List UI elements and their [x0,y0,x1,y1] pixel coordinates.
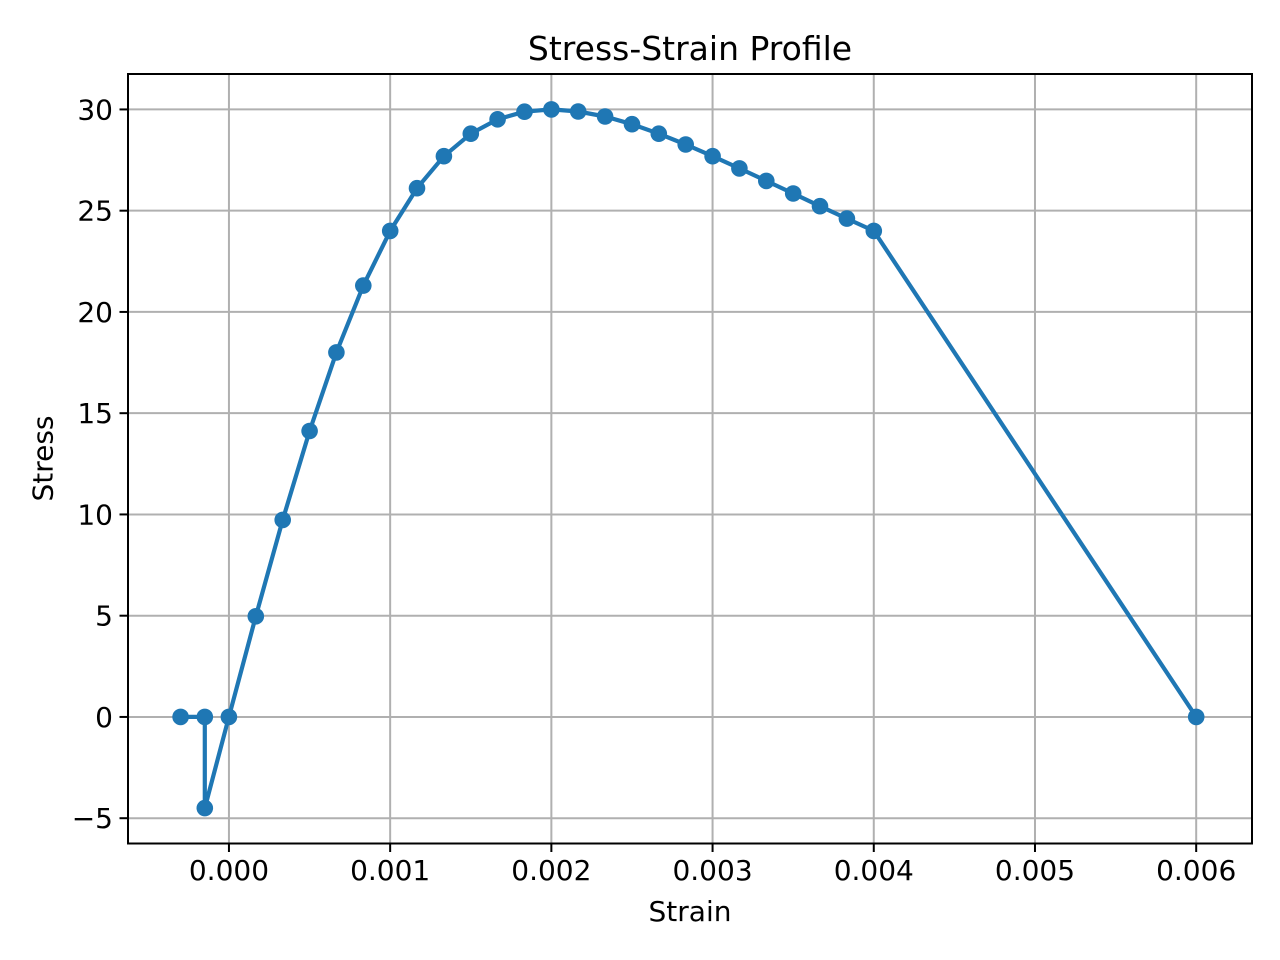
y-tick-label: 30 [77,93,113,126]
y-tick-label: 10 [77,498,113,531]
y-tick-label: 15 [77,397,113,430]
data-point-marker [516,103,533,120]
data-point-marker [172,708,189,726]
chart-title: Stress-Strain Profile [527,29,853,68]
data-point-marker [408,179,426,197]
y-tick-label: −5 [72,802,113,835]
data-point-marker [784,185,802,202]
data-point-marker [731,160,748,177]
data-line [178,107,1199,811]
data-point-marker [247,608,265,625]
y-tick-label: 20 [77,296,113,329]
x-tick-label: 0.000 [189,854,269,887]
data-point-marker [543,101,560,118]
data-point-marker [196,708,214,726]
y-tick-label: 0 [95,701,113,734]
data-point-marker [596,108,614,125]
data-point-marker [677,136,694,153]
data-point-marker [301,422,318,440]
data-point-marker [435,147,453,165]
y-tick-label: 5 [95,600,113,633]
data-point-marker [220,708,238,726]
data-point-marker [838,210,856,227]
x-tick-label: 0.001 [350,854,430,887]
data-point-marker [196,799,214,817]
x-axis-label: Strain [648,895,732,928]
data-point-marker [623,115,641,133]
x-tick-label: 0.006 [1156,854,1236,887]
data-point-marker [758,172,775,190]
x-tick-label: 0.005 [995,854,1075,887]
y-tick-label: 25 [77,195,113,228]
data-point-marker [569,103,587,120]
data-point-marker [328,344,345,361]
axes-spines [127,73,1253,845]
data-point-marker [381,222,399,240]
data-point-marker [274,511,292,529]
data-point-marker [462,125,480,142]
x-tick-label: 0.003 [672,854,752,887]
data-point-marker [811,197,829,215]
data-point-marker [704,147,721,165]
data-point-marker [650,125,668,142]
x-tick-label: 0.002 [511,854,591,887]
data-point-marker [355,277,372,294]
y-axis-label: Stress [26,415,60,502]
data-point-marker [865,222,883,240]
data-point-marker [489,111,506,128]
data-point-marker [1187,708,1205,726]
x-tick-label: 0.004 [834,854,914,887]
